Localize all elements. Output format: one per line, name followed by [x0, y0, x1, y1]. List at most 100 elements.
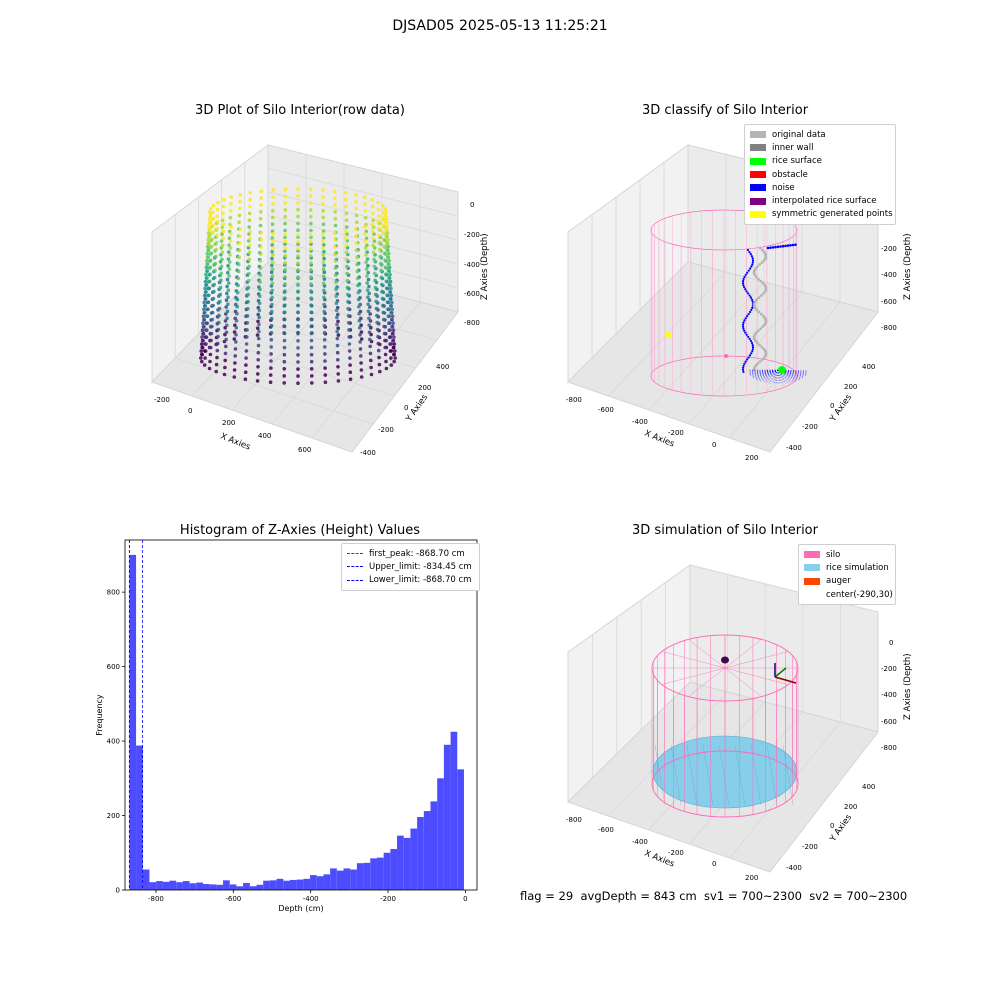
raw-xtick: 200: [222, 419, 235, 427]
raw-point: [389, 311, 394, 315]
raw-point: [336, 333, 341, 337]
raw-point: [381, 230, 386, 235]
raw-point: [322, 277, 327, 281]
raw-point: [366, 309, 371, 314]
inner-wall-point: [758, 343, 762, 347]
noise-point: [741, 281, 745, 285]
raw-point: [217, 313, 221, 318]
noise-point: [743, 329, 746, 332]
gridline: [221, 309, 416, 369]
raw-point: [366, 302, 371, 307]
raw-point: [200, 335, 204, 339]
classify-silo-wireframe: [650, 209, 798, 397]
raw-point: [390, 331, 395, 336]
raw-ztick: -600: [464, 290, 480, 298]
raw-point: [322, 263, 327, 268]
raw-point: [270, 243, 275, 247]
inner-wall-point: [755, 265, 759, 268]
raw-point: [208, 220, 213, 224]
raw-point: [345, 285, 350, 290]
raw-point: [269, 366, 273, 370]
histogram-bar: [156, 881, 163, 890]
histogram-bar: [430, 801, 438, 890]
raw-point: [345, 278, 350, 283]
simulation-ytick: -400: [786, 864, 802, 872]
raw-point: [269, 323, 274, 328]
inner-wall-point: [753, 306, 757, 310]
raw-point: [382, 251, 387, 256]
histogram-bar: [343, 868, 351, 890]
raw-point: [232, 368, 237, 372]
histogram-bar: [383, 852, 391, 890]
inner-wall-point: [762, 314, 765, 318]
raw-point: [322, 316, 327, 321]
noise-ray: [777, 369, 798, 381]
raw-point: [344, 204, 348, 209]
raw-point: [224, 330, 229, 335]
raw-point: [308, 254, 313, 258]
histogram-bar: [263, 880, 270, 890]
raw-point: [382, 324, 386, 329]
raw-point: [322, 288, 326, 293]
inner-wall-point: [754, 364, 758, 368]
raw-point: [309, 228, 313, 233]
inner-wall-point: [761, 281, 765, 285]
raw-point: [376, 348, 381, 353]
raw-point: [371, 250, 376, 255]
raw-point: [207, 224, 211, 228]
raw-point: [256, 336, 261, 341]
raw-point: [225, 284, 229, 289]
classify-xtick: -600: [598, 406, 614, 414]
gridline: [267, 238, 459, 289]
raw-point: [392, 335, 396, 339]
classify-xtick: -200: [668, 429, 684, 437]
raw-point: [387, 283, 392, 287]
raw-point: [227, 236, 232, 241]
raw-point: [381, 210, 385, 215]
raw-point: [391, 328, 396, 333]
histogram-bar: [423, 811, 431, 890]
raw-point: [235, 297, 240, 302]
raw-point: [282, 359, 287, 364]
raw-point: [225, 277, 230, 282]
legend-entry: Lower_limit: -868.70 cm: [347, 574, 474, 587]
simulation-3d-plot: -800 -600 -400 -200 0 200 -400 -200 0 20…: [566, 564, 913, 882]
raw-point: [203, 356, 207, 360]
raw-point: [366, 277, 371, 282]
noise-ray: [751, 369, 779, 377]
simulation-legend: silo rice simulation auger center(-290,3…: [798, 544, 896, 606]
noise-ray: [777, 369, 806, 377]
raw-point: [270, 295, 274, 300]
raw-point: [237, 241, 242, 246]
raw-point: [211, 303, 215, 308]
histogram-bar: [276, 878, 284, 890]
raw-point: [296, 240, 300, 244]
classify-plot-title: 3D classify of Silo Interior: [641, 103, 809, 118]
raw-point: [223, 365, 227, 370]
raw-point: [380, 289, 384, 294]
raw-point: [296, 282, 300, 287]
raw-point: [333, 238, 337, 242]
raw-point: [355, 220, 359, 224]
raw-point: [365, 288, 370, 293]
raw-point: [225, 309, 230, 314]
histogram-bar: [229, 884, 237, 890]
raw-point: [371, 225, 376, 229]
raw-point: [256, 343, 261, 348]
raw-point: [244, 356, 248, 360]
raw-point: [199, 356, 203, 360]
raw-point: [257, 329, 261, 334]
legend-line: [347, 579, 363, 581]
raw-point: [271, 188, 276, 192]
raw-point: [392, 359, 397, 364]
raw-point: [243, 377, 248, 382]
raw-point: [236, 283, 240, 288]
raw-point: [215, 355, 219, 360]
raw-point: [391, 321, 395, 326]
raw-point: [310, 374, 314, 378]
raw-point: [384, 217, 389, 221]
raw-point: [257, 315, 262, 320]
raw-point: [386, 255, 390, 259]
raw-point: [255, 372, 260, 376]
noise-ray: [770, 369, 779, 384]
